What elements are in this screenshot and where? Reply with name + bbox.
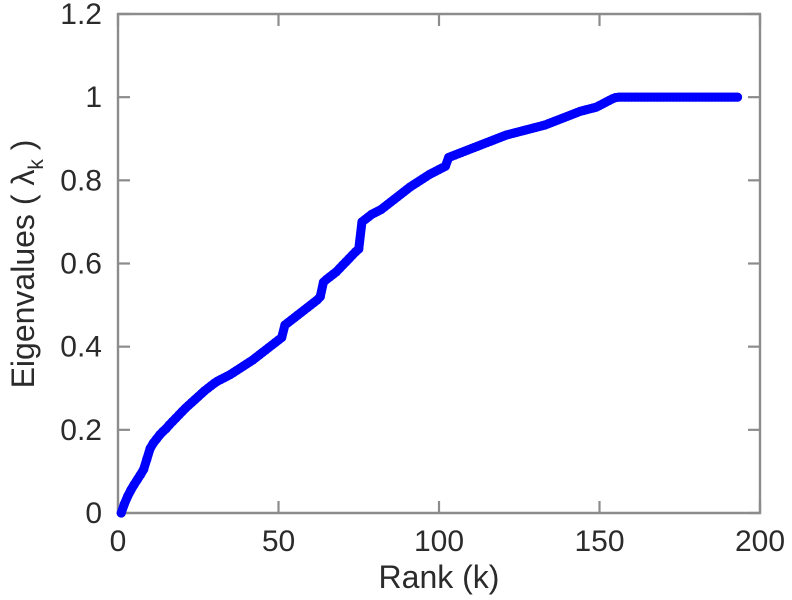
data-point — [139, 464, 149, 474]
data-series-line — [116, 92, 743, 518]
data-point — [315, 292, 325, 302]
y-tick-label: 0.6 — [60, 248, 102, 281]
x-tick-label: 0 — [110, 525, 127, 558]
x-tick-label: 100 — [414, 525, 464, 558]
y-axis-title: Eigenvalues ( λk ) — [5, 140, 48, 389]
y-axis-title-text: Eigenvalues ( — [5, 186, 41, 389]
data-series-markers — [116, 92, 743, 518]
x-tick-label: 150 — [574, 525, 624, 558]
data-point — [354, 244, 364, 254]
plot-box-frame — [116, 12, 762, 515]
y-axis-title-group: Eigenvalues ( λk ) — [5, 140, 48, 389]
y-axis-title-close: ) — [5, 140, 41, 160]
y-tick-label: 0.8 — [60, 164, 102, 197]
y-tick-label: 1.2 — [60, 0, 102, 31]
data-point — [142, 454, 152, 464]
data-point — [119, 499, 130, 509]
data-point — [116, 508, 126, 518]
x-axis-title: Rank (k) — [379, 559, 500, 595]
data-point — [277, 332, 287, 343]
data-point — [732, 92, 743, 102]
data-point — [440, 161, 451, 171]
y-tick-label: 0.2 — [60, 414, 102, 447]
y-tick-label: 1 — [85, 81, 102, 114]
y-axis-ticks: 0 0.2 0.4 0.6 0.8 1 1.2 — [60, 0, 760, 530]
lambda-subscript: k — [25, 159, 48, 170]
x-tick-label: 200 — [735, 525, 785, 558]
y-tick-label: 0.4 — [60, 331, 102, 364]
x-axis-ticks: 0 50 100 150 200 — [110, 14, 785, 558]
lambda-symbol: λ — [5, 170, 41, 186]
x-tick-label: 50 — [262, 525, 295, 558]
y-tick-label: 0 — [85, 497, 102, 530]
